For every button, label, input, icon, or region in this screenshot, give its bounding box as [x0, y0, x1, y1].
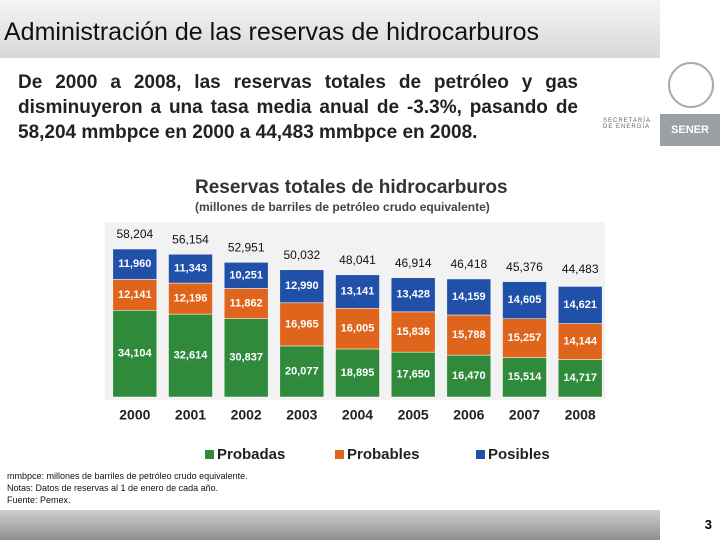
- page-number: 3: [704, 517, 712, 532]
- x-tick-label: 2002: [231, 407, 262, 423]
- chart-subtitle: (millones de barriles de petróleo crudo …: [195, 200, 490, 214]
- bar-segment: [279, 345, 325, 398]
- bar-segment: [112, 310, 158, 398]
- bar-segment: [502, 281, 547, 320]
- total-label: 48,041: [339, 253, 376, 267]
- brand: SENER: [660, 114, 720, 146]
- bar-segment: [223, 262, 269, 289]
- bar-segment: [502, 357, 547, 398]
- note: Notas: Datos de reservas al 1 de enero d…: [7, 483, 219, 493]
- bar-segment: [223, 318, 269, 398]
- segment-label: 14,621: [563, 299, 597, 311]
- segment-label: 16,005: [341, 323, 375, 335]
- segment-label: 13,428: [396, 289, 430, 301]
- x-tick-label: 2001: [175, 407, 206, 423]
- x-tick-label: 2004: [342, 407, 373, 423]
- legend-label: Probables: [347, 446, 420, 463]
- segment-label: 10,251: [229, 269, 263, 281]
- bar-segment: [446, 314, 492, 356]
- segment-label: 12,196: [174, 292, 208, 304]
- segment-label: 15,514: [508, 371, 543, 383]
- bar-segment: [390, 351, 436, 398]
- bar-segment: [502, 318, 547, 358]
- segment-label: 12,141: [118, 289, 152, 301]
- total-label: 58,204: [116, 227, 153, 241]
- segment-label: 14,144: [563, 336, 598, 348]
- total-label: 56,154: [172, 232, 209, 246]
- bar-segment: [279, 302, 325, 347]
- agency-name: SECRETARÍA DE ENERGÍA: [603, 118, 651, 130]
- x-tick-label: 2007: [509, 407, 540, 423]
- slide-title: Administración de las reservas de hidroc…: [4, 18, 539, 46]
- segment-label: 14,717: [563, 372, 597, 384]
- bar-segment: [390, 277, 436, 313]
- segment-label: 15,836: [396, 326, 430, 338]
- bar-segment: [112, 248, 158, 280]
- note: Fuente: Pemex.: [7, 495, 71, 505]
- segment-label: 15,257: [508, 332, 542, 344]
- bar-segment: [223, 288, 269, 319]
- legend-label: Posibles: [488, 446, 550, 463]
- bar-segment: [557, 323, 603, 360]
- bar-segment: [112, 279, 158, 311]
- segment-label: 17,650: [396, 368, 430, 380]
- legend-swatch: [335, 450, 344, 459]
- segment-label: 32,614: [174, 349, 209, 361]
- legend-swatch: [476, 450, 485, 459]
- segment-label: 11,343: [174, 263, 207, 275]
- segment-label: 14,605: [508, 294, 542, 306]
- segment-label: 15,788: [452, 329, 486, 341]
- segment-label: 20,077: [285, 365, 319, 377]
- segment-label: 11,960: [118, 258, 151, 270]
- total-label: 52,951: [228, 241, 265, 255]
- x-tick-label: 2005: [398, 407, 429, 423]
- segment-label: 16,470: [452, 370, 486, 382]
- x-tick-label: 2008: [565, 407, 596, 423]
- legend-label: Probadas: [217, 446, 285, 463]
- segment-label: 14,159: [452, 291, 486, 303]
- x-tick-label: 2000: [119, 407, 150, 423]
- note: mmbpce: millones de barriles de petróleo…: [7, 471, 248, 481]
- segment-label: 16,965: [285, 318, 319, 330]
- segment-label: 13,141: [341, 285, 375, 297]
- total-label: 46,914: [395, 256, 432, 270]
- legend-swatch: [205, 450, 214, 459]
- notes: mmbpce: millones de barriles de petróleo…: [7, 470, 248, 506]
- total-label: 44,483: [562, 262, 599, 276]
- footer-bar: [0, 510, 660, 540]
- header-bar: Administración de las reservas de hidroc…: [0, 0, 660, 58]
- segment-label: 30,837: [229, 352, 263, 364]
- segment-label: 34,104: [118, 348, 153, 360]
- x-tick-label: 2003: [286, 407, 317, 423]
- total-label: 45,376: [506, 260, 543, 274]
- bar-segment: [390, 311, 436, 353]
- bar-segment: [446, 278, 492, 316]
- segment-label: 11,862: [230, 297, 263, 309]
- x-tick-label: 2006: [453, 407, 484, 423]
- summary: De 2000 a 2008, las reservas totales de …: [18, 72, 578, 143]
- bar-segment: [446, 354, 492, 398]
- total-label: 50,032: [283, 248, 320, 262]
- bar-segment: [557, 286, 603, 324]
- bar-segment: [168, 313, 213, 398]
- bar-segment: [335, 274, 380, 309]
- segment-label: 12,990: [285, 280, 319, 292]
- bar-segment: [335, 308, 380, 350]
- total-label: 46,418: [450, 257, 487, 271]
- bar-segment: [168, 253, 213, 284]
- emblem: [668, 62, 714, 108]
- bar-segment: [279, 269, 325, 304]
- segment-label: 18,895: [341, 367, 375, 379]
- bar-segment: [335, 348, 380, 398]
- chart-title: Reservas totales de hidrocarburos: [195, 177, 508, 198]
